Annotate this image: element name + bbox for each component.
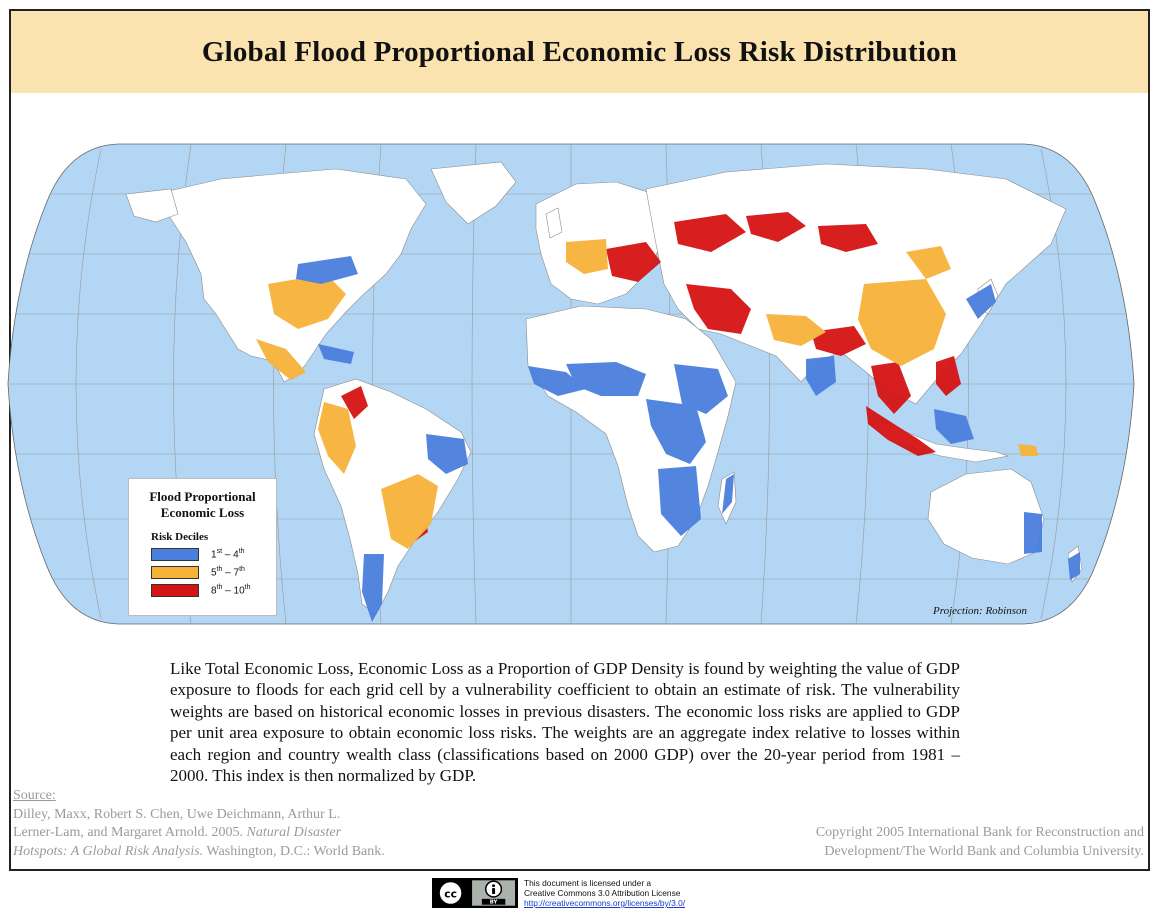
risk-low-cluster: [806, 356, 836, 396]
risk-high-cluster: [936, 356, 961, 396]
risk-high-cluster: [818, 224, 878, 252]
uk: [545, 207, 563, 239]
license-block: cc BY This document is licensed under a …: [432, 878, 685, 908]
risk-high-cluster: [341, 386, 368, 419]
risk-low-cluster: [674, 364, 728, 414]
world-map: [6, 134, 1136, 634]
description-text: Like Total Economic Loss, Economic Loss …: [170, 659, 960, 786]
legend-subtitle: Risk Deciles: [151, 531, 209, 543]
source-line2: Lerner-Lam, and Margaret Arnold. 2005. N…: [13, 825, 342, 841]
risk-low-cluster: [318, 344, 354, 364]
legend-label-low: 1st – 4th: [211, 547, 245, 561]
risk-high-cluster: [686, 284, 751, 334]
copyright-line1: Copyright 2005 International Bank for Re…: [815, 825, 1144, 840]
map-legend: Flood Proportional Economic Loss Risk De…: [128, 478, 277, 616]
source-citation: Source: Dilley, Maxx, Robert S. Chen, Uw…: [13, 787, 413, 861]
risk-mid-cluster: [268, 274, 346, 329]
legend-item-mid: 5th – 7th: [151, 565, 276, 579]
cc-by-badge[interactable]: cc BY: [432, 878, 518, 908]
risk-high-cluster: [811, 326, 866, 356]
swatch-low: [151, 547, 199, 561]
cc-badge-icon: cc BY: [433, 878, 517, 908]
risk-mid-cluster: [906, 246, 951, 279]
risk-low-cluster: [966, 284, 996, 319]
risk-low-cluster: [1068, 552, 1080, 580]
risk-low-cluster: [658, 466, 701, 536]
map-contents: [8, 144, 1134, 624]
svg-text:BY: BY: [490, 900, 498, 906]
risk-high-cluster: [674, 214, 746, 252]
risk-mid-cluster: [766, 314, 826, 346]
risk-low-cluster: [1024, 512, 1042, 554]
risk-low-cluster: [362, 554, 384, 622]
risk-low-cluster: [646, 399, 706, 464]
svg-text:cc: cc: [444, 887, 457, 900]
risk-high-cluster: [746, 212, 806, 242]
license-text: This document is licensed under a Creati…: [524, 878, 685, 908]
legend-title-line1: Flood Proportional: [149, 489, 256, 504]
risk-mid-cluster: [381, 474, 438, 549]
license-line2: Creative Commons 3.0 Attribution License: [524, 888, 681, 898]
risk-high-cluster: [606, 242, 661, 282]
risk-low-cluster: [722, 474, 734, 514]
risk-mid-cluster: [566, 239, 608, 274]
copyright-line2: Development/The World Bank and Columbia …: [824, 843, 1144, 859]
risk-mid-cluster: [256, 339, 306, 380]
risk-high-cluster: [866, 406, 936, 456]
risk-mid-cluster: [1018, 444, 1038, 456]
source-label: Source:: [13, 788, 56, 803]
greenland: [430, 161, 517, 225]
risk-low-cluster: [528, 366, 586, 396]
license-line1: This document is licensed under a: [524, 878, 652, 888]
alaska: [125, 188, 179, 223]
legend-title-line2: Economic Loss: [160, 505, 245, 520]
risk-low-cluster: [934, 409, 974, 444]
source-line3: Hotspots: A Global Risk Analysis. Washin…: [13, 843, 385, 859]
license-link[interactable]: http://creativecommons.org/licenses/by/3…: [524, 898, 686, 908]
copyright-notice: Copyright 2005 International Bank for Re…: [744, 824, 1144, 861]
title-bar: Global Flood Proportional Economic Loss …: [11, 11, 1148, 93]
legend-item-high: 8th – 10th: [151, 583, 276, 597]
world-map-svg: [7, 143, 1135, 625]
legend-label-high: 8th – 10th: [211, 583, 251, 597]
legend-item-low: 1st – 4th: [151, 547, 276, 561]
risk-mid-cluster: [318, 402, 356, 474]
swatch-mid: [151, 565, 199, 579]
swatch-high: [151, 583, 199, 597]
projection-label: Projection: Robinson: [933, 605, 1027, 617]
risk-mid-cluster: [858, 279, 946, 366]
flood-risk-areas: [256, 212, 1080, 622]
legend-title: Flood Proportional Economic Loss: [129, 489, 276, 521]
map-title: Global Flood Proportional Economic Loss …: [201, 35, 958, 68]
risk-low-cluster: [296, 256, 358, 284]
legend-label-mid: 5th – 7th: [211, 565, 245, 579]
source-line1: Dilley, Maxx, Robert S. Chen, Uwe Deichm…: [13, 806, 341, 822]
risk-low-cluster: [426, 434, 468, 474]
risk-low-cluster: [566, 362, 646, 396]
risk-high-cluster: [871, 362, 911, 414]
